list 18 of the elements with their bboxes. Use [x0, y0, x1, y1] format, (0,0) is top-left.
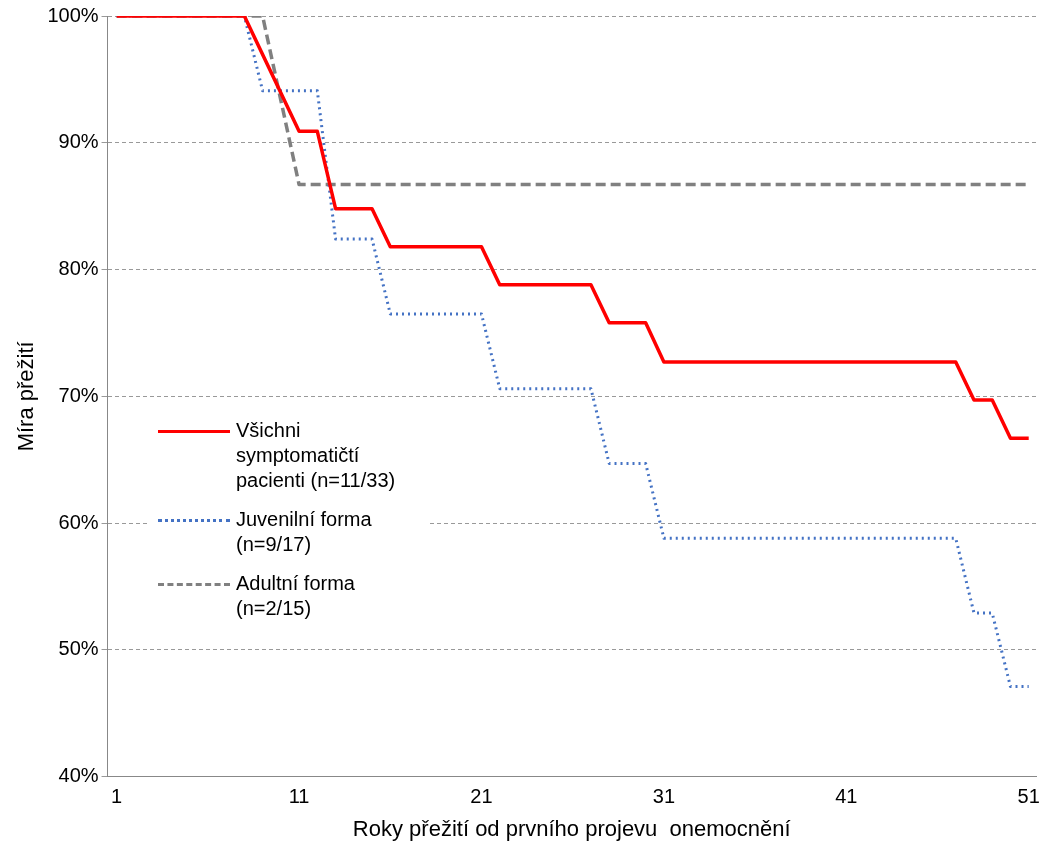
x-tick-label: 51	[1017, 785, 1040, 808]
y-tick-label: 90%	[58, 130, 99, 153]
y-tick-label: 60%	[58, 510, 99, 533]
x-tick-label: 41	[835, 785, 858, 808]
y-tick-label: 80%	[58, 257, 99, 280]
y-tick-label: 70%	[58, 383, 99, 406]
x-tick-label: 21	[470, 785, 493, 808]
y-tick-label: 50%	[58, 637, 99, 660]
legend-label: Juvenilní forma (n=9/17)	[236, 507, 373, 557]
x-tick-label: 1	[111, 785, 123, 808]
legend-label: Všichni symptomatičtí pacienti (n=11/33)	[236, 418, 397, 493]
y-tick-label: 40%	[58, 764, 99, 787]
x-axis-title: Roky přežití od prvního projevu onemocnění	[352, 815, 791, 841]
y-tick-label: 100%	[47, 3, 99, 26]
legend-label: Adultní forma (n=2/15)	[236, 571, 356, 621]
x-tick-label: 31	[652, 785, 676, 808]
y-axis-title: Míra přežití	[13, 341, 39, 452]
x-tick-label: 11	[288, 785, 310, 808]
